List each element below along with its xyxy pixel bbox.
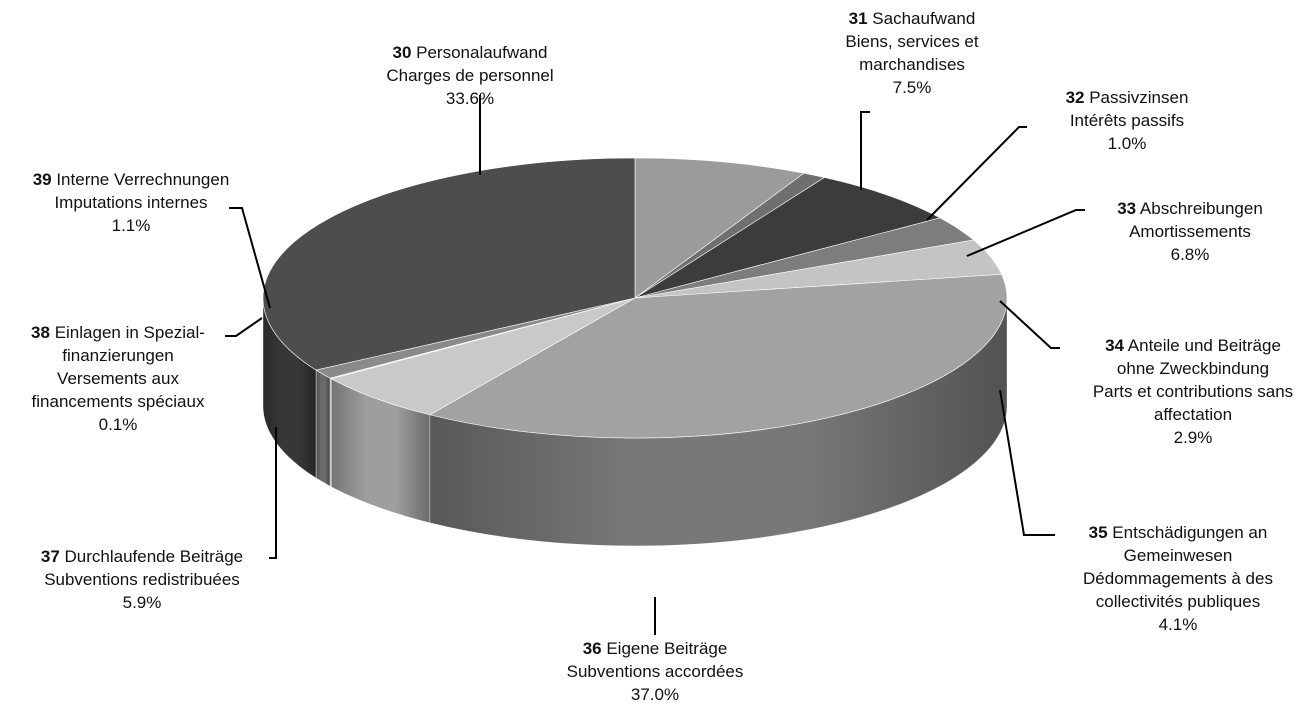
slice-label-line: ohne Zweckbindung [1117,359,1269,378]
slice-label-line: Parts et contributions sans [1093,382,1293,401]
slice-label-line: Biens, services et [845,32,978,51]
slice-label-38: 38 Einlagen in Spezial-finanzierungen Ver… [31,323,205,434]
slice-code: 34 [1105,336,1124,355]
slice-code: 37 [41,547,60,566]
slice-label-line: 38 Einlagen in Spezial- [31,323,205,342]
leader-line-35 [999,389,1055,536]
slice-label-line: affectation [1154,405,1232,424]
slice-label-line: Gemeinwesen [1124,546,1233,565]
slice-label-34: 34 Anteile und Beiträge ohne Zweckbindung… [1093,336,1293,447]
slice-name: Entschädigungen an [1108,523,1268,542]
slice-label-line: 1.0% [1108,134,1147,153]
slice-label-line: financements spéciaux [32,392,205,411]
slice-label-35: 35 Entschädigungen an Gemeinwesen Dédommag… [1083,523,1273,634]
slice-code: 32 [1066,88,1085,107]
slice-label-line: 4.1% [1159,615,1198,634]
slice-label-line: 37.0% [631,685,679,704]
leader-line-32 [926,126,1027,221]
slice-side-shade-37 [331,378,430,523]
slice-30 [262,157,636,371]
leader-line-38 [225,317,263,337]
leader-line-37 [269,427,277,559]
slice-name: Einlagen in Spezial- [50,323,205,342]
slice-code: 39 [33,170,52,189]
slice-name: Durchlaufende Beiträge [60,547,243,566]
slice-label-line: 0.1% [99,415,138,434]
slice-name: Personalaufwand [411,43,547,62]
slice-label-30: 30 Personalaufwand Charges de personnel 33… [386,43,553,108]
slice-label-line: 34 Anteile und Beiträge [1105,336,1281,355]
pie-top-faces [262,157,1008,439]
slice-label-line: 31 Sachaufwand [849,9,976,28]
slice-label-line: Intérêts passifs [1070,111,1184,130]
slice-label-line: 7.5% [893,78,932,97]
leader-line-34 [999,300,1060,349]
slice-name: Interne Verrechnungen [52,170,230,189]
slice-label-line: 2.9% [1174,428,1213,447]
slice-code: 36 [583,639,602,658]
slice-label-39: 39 Interne Verrechnungen Imputations inte… [33,170,230,235]
slice-label-line: 5.9% [123,593,162,612]
slice-label-line: 6.8% [1171,245,1210,264]
slice-label-line: 1.1% [112,216,151,235]
slice-label-line: Amortissements [1129,222,1251,241]
slice-name: Abschreibungen [1136,199,1263,218]
slice-label-33: 33 Abschreibungen Amortissements 6.8% [1117,199,1263,264]
slice-label-line: Charges de personnel [386,66,553,85]
slice-label-line: 30 Personalaufwand [392,43,547,62]
slice-side-shade-38 [329,378,332,487]
slice-labels: 31 Sachaufwand Biens, services et marchand… [31,9,1293,704]
slice-side-shade-36 [429,298,1008,546]
slice-36 [428,274,1008,439]
slice-label-line: marchandises [859,55,965,74]
slice-label-line: Dédommagements à des [1083,569,1273,588]
slice-name: Anteile und Beiträge [1124,336,1281,355]
slice-31 [634,157,805,299]
leader-line-39 [229,207,271,309]
slice-37 [330,297,636,416]
slice-code: 31 [849,9,868,28]
slice-name: Sachaufwand [868,9,976,28]
slice-label-line: Subventions redistribuées [44,570,240,589]
slice-label-32: 32 Passivzinsen Intérêts passifs 1.0% [1066,88,1189,153]
slice-name: Eigene Beiträge [602,639,728,658]
slice-33 [634,177,941,299]
slice-code: 30 [392,43,411,62]
leader-lines [225,95,1085,635]
slice-label-line: collectivités publiques [1096,592,1260,611]
slice-label-line: 36 Eigene Beiträge [583,639,728,658]
slice-code: 35 [1089,523,1108,542]
leader-line-31 [860,111,870,190]
slice-label-line: Versements aux [57,369,179,388]
slice-label-line: 33 Abschreibungen [1117,199,1263,218]
slice-label-line: 39 Interne Verrechnungen [33,170,230,189]
slice-label-line: finanzierungen [62,346,174,365]
slice-side-shade-39 [316,370,330,487]
slice-label-line: Imputations internes [54,193,207,212]
slice-label-line: 37 Durchlaufende Beiträge [41,547,243,566]
slice-label-36: 36 Eigene Beiträge Subventions accordées 3… [567,639,744,704]
slice-label-line: 35 Entschädigungen an [1089,523,1268,542]
slice-code: 33 [1117,199,1136,218]
slice-label-line: 33.6% [446,89,494,108]
slice-label-31: 31 Sachaufwand Biens, services et marchand… [845,9,978,97]
slice-code: 38 [31,323,50,342]
leader-line-33 [966,209,1085,257]
slice-label-line: Subventions accordées [567,662,744,681]
slice-name: Passivzinsen [1084,88,1188,107]
slice-label-37: 37 Durchlaufende Beiträge Subventions red… [41,547,243,612]
slice-label-line: 32 Passivzinsen [1066,88,1189,107]
pie-side-walls [262,297,1008,547]
